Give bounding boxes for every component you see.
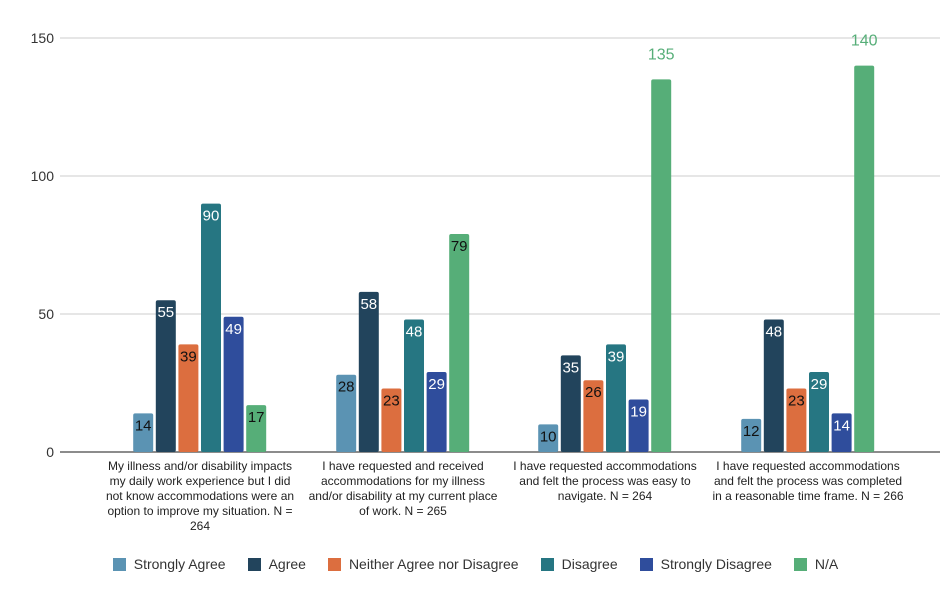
- data-label: 23: [383, 393, 400, 410]
- bar-strongly-disagree: [831, 413, 852, 452]
- y-tick-label: 50: [38, 306, 54, 322]
- legend-label: N/A: [814, 556, 839, 572]
- data-label: 29: [811, 376, 828, 393]
- legend-swatch: [112, 557, 126, 571]
- bar-disagree: [606, 344, 626, 452]
- legend-swatch: [639, 557, 653, 571]
- legend-label: Strongly Disagree: [660, 556, 772, 572]
- data-label: 28: [338, 379, 355, 396]
- bar-neither-agree-nor-disagree: [786, 388, 807, 452]
- legend-item: Strongly Agree: [112, 556, 226, 572]
- bar-agree: [358, 291, 379, 452]
- bar-agree: [560, 355, 581, 452]
- bar-strongly-disagree: [223, 316, 244, 452]
- legend-swatch: [793, 557, 807, 571]
- legend-label: Neither Agree nor Disagree: [348, 556, 519, 572]
- data-label: 48: [765, 324, 782, 341]
- bar-neither-agree-nor-disagree: [178, 344, 199, 452]
- data-label: 12: [743, 423, 760, 440]
- data-label: 19: [630, 404, 647, 421]
- bar-strongly-agree: [538, 424, 559, 452]
- data-label: 10: [540, 428, 557, 445]
- bar-n-a: [854, 65, 875, 452]
- data-label: 23: [788, 393, 805, 410]
- legend-label: Strongly Agree: [133, 556, 226, 572]
- bar-n-a: [449, 233, 470, 452]
- legend-swatch: [540, 557, 554, 571]
- legend-item: Agree: [247, 556, 306, 572]
- legend-item: Neither Agree nor Disagree: [327, 556, 519, 572]
- data-label: 135: [648, 46, 675, 63]
- data-label: 14: [833, 417, 850, 434]
- legend-label: Agree: [268, 556, 306, 572]
- data-label: 17: [248, 409, 265, 426]
- data-label: 26: [585, 384, 602, 401]
- bar-agree: [155, 300, 176, 452]
- bar-strongly-agree: [741, 418, 762, 452]
- y-tick-label: 0: [46, 444, 54, 460]
- category-label: My illness and/or disability impacts my …: [105, 459, 295, 533]
- data-label: 90: [203, 208, 220, 225]
- y-tick-label: 100: [31, 168, 55, 184]
- bar-disagree: [201, 203, 221, 452]
- y-tick-label: 150: [31, 30, 55, 46]
- data-label: 79: [451, 238, 468, 255]
- data-label: 55: [157, 304, 174, 321]
- data-label: 58: [360, 296, 377, 313]
- bar-disagree: [809, 371, 829, 452]
- data-label: 29: [428, 376, 445, 393]
- legend-swatch: [247, 557, 261, 571]
- data-label: 49: [225, 321, 242, 338]
- data-label: 14: [135, 417, 152, 434]
- bar-n-a: [246, 405, 267, 452]
- legend-label: Disagree: [561, 556, 618, 572]
- bar-disagree: [404, 319, 424, 452]
- legend: Strongly Agree Agree Neither Agree nor Dis…: [0, 556, 951, 572]
- legend-item: Disagree: [540, 556, 618, 572]
- bar-strongly-disagree: [426, 371, 447, 452]
- bar-neither-agree-nor-disagree: [583, 380, 604, 452]
- legend-item: Strongly Disagree: [639, 556, 772, 572]
- legend-swatch: [327, 557, 341, 571]
- category-label: I have requested and received accommodat…: [308, 459, 498, 518]
- bar-n-a: [651, 79, 672, 453]
- data-label: 39: [180, 348, 197, 365]
- legend-item: N/A: [793, 556, 839, 572]
- category-label: I have requested accommodations and felt…: [513, 459, 697, 503]
- category-label: I have requested accommodations and felt…: [712, 459, 904, 503]
- data-label: 35: [562, 359, 579, 376]
- bar-neither-agree-nor-disagree: [381, 388, 402, 452]
- bar-strongly-agree: [133, 413, 154, 452]
- data-label: 140: [851, 33, 878, 50]
- bar-strongly-disagree: [628, 399, 649, 452]
- data-label: 48: [406, 324, 423, 341]
- bar-strongly-agree: [336, 374, 357, 452]
- data-label: 39: [608, 348, 625, 365]
- bar-agree: [763, 319, 784, 452]
